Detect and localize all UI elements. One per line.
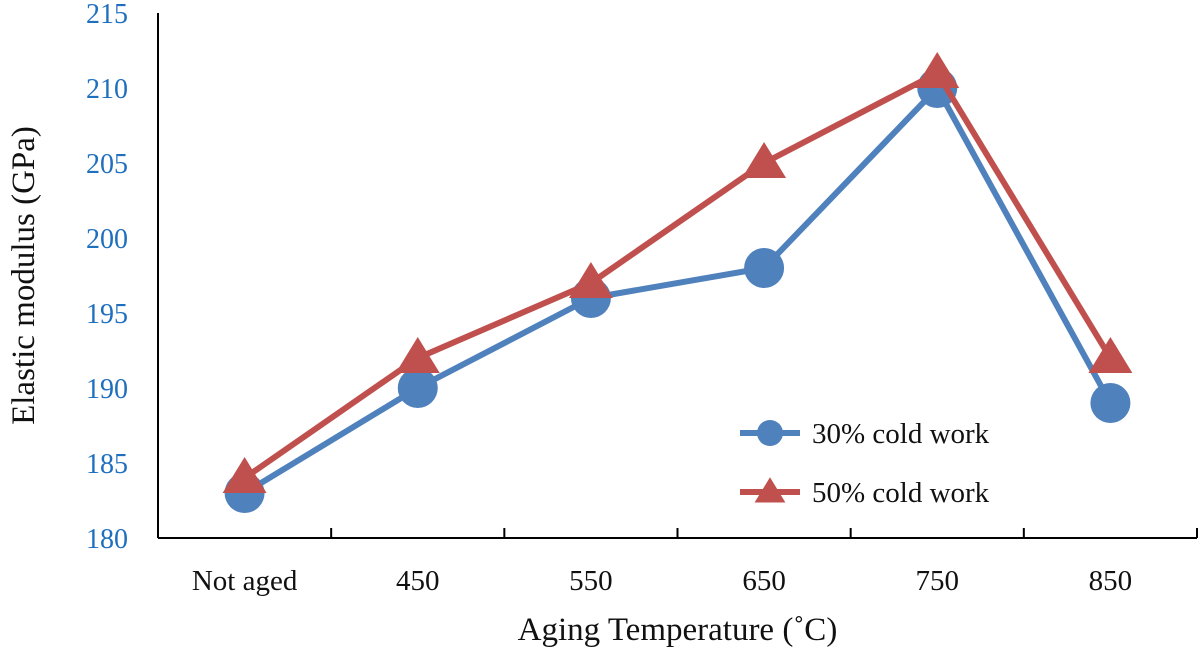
data-point [915, 52, 960, 88]
y-tick-label: 205 [86, 149, 128, 180]
x-tick-label: 850 [1089, 565, 1133, 597]
y-tick-label: 195 [86, 299, 128, 330]
x-axis-title: Aging Temperature (˚C) [518, 612, 838, 648]
series-30-cold-work [224, 68, 1131, 513]
x-tick-label: 550 [569, 565, 613, 597]
legend-label-30: 30% cold work [812, 418, 990, 450]
data-point [568, 262, 613, 298]
tick-labels: 180 185 190 195 200 205 210 215 Not aged 450 550 65… [86, 0, 1132, 597]
y-tick-label: 215 [86, 0, 128, 30]
y-tick-label: 210 [86, 74, 128, 105]
series-line [243, 85, 1114, 496]
legend-marker-30 [757, 420, 783, 446]
x-tick-label: 750 [916, 565, 960, 597]
y-tick-label: 180 [86, 524, 128, 555]
series-line [242, 70, 1113, 481]
data-point [744, 248, 785, 288]
data-point [395, 337, 440, 373]
x-tick-label: 450 [396, 565, 440, 597]
series-50-cold-work [222, 52, 1133, 493]
y-tick-label: 200 [86, 224, 128, 255]
y-tick-label: 190 [86, 374, 128, 405]
y-axis-title: Elastic modulus (GPa) [6, 126, 42, 425]
data-point [1090, 383, 1131, 423]
legend: 30% cold work 50% cold work [740, 418, 990, 509]
y-tick-label: 185 [86, 449, 128, 480]
x-tick-label: 650 [742, 565, 786, 597]
legend-marker-50 [754, 477, 786, 503]
x-tick-label: Not aged [192, 565, 298, 597]
series-layer [222, 52, 1133, 513]
legend-label-50: 50% cold work [812, 477, 990, 509]
data-point [222, 457, 267, 493]
data-point [397, 368, 438, 408]
data-point [1088, 337, 1133, 373]
axes [157, 13, 1198, 539]
data-point [742, 142, 787, 178]
